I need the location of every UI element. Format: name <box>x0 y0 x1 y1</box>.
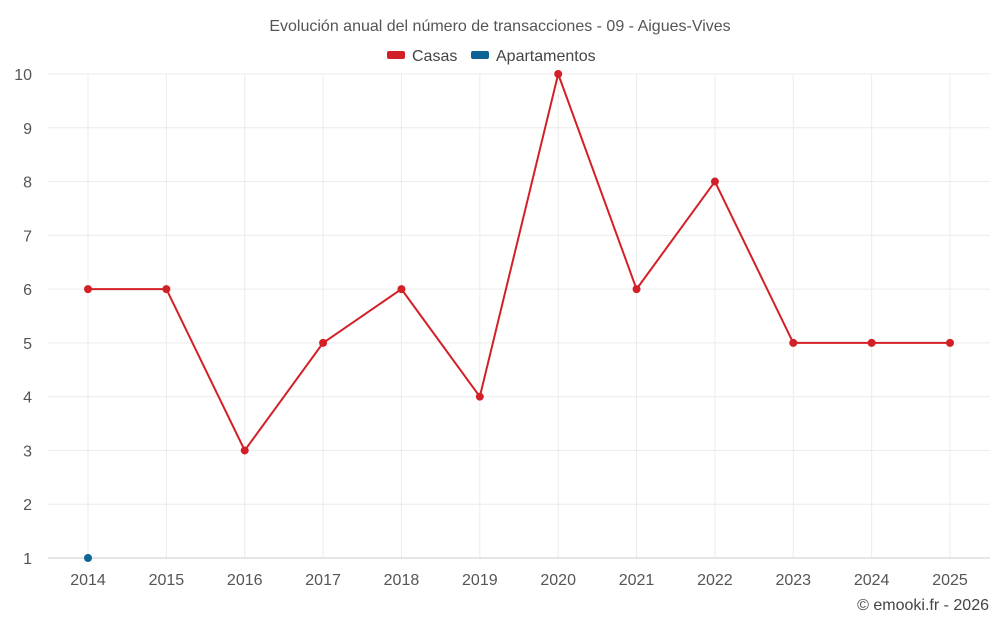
vertical-gridlines <box>87 74 951 558</box>
data-point-casas-2019[interactable] <box>475 392 484 401</box>
horizontal-gridlines <box>48 73 990 505</box>
x-tick-label-2021: 2021 <box>619 572 655 589</box>
x-tick-label-2023: 2023 <box>775 572 811 589</box>
y-tick-label-4: 4 <box>23 390 32 407</box>
y-axis-ticks: 1 2 3 4 5 6 7 8 9 10 <box>14 67 32 568</box>
x-tick-label-2015: 2015 <box>149 572 185 589</box>
legend: Casas Apartamentos <box>387 48 596 65</box>
data-point-casas-2023[interactable] <box>789 338 798 347</box>
y-tick-label-7: 7 <box>23 228 32 245</box>
y-tick-label-1: 1 <box>23 551 32 568</box>
legend-item-apartamentos[interactable]: Apartamentos <box>471 48 596 65</box>
series-layer <box>84 70 954 562</box>
y-tick-label-2: 2 <box>23 497 32 514</box>
data-point-casas-2025[interactable] <box>946 338 954 347</box>
data-point-casas-2014[interactable] <box>84 285 92 294</box>
credit-text: © emooki.fr - 2026 <box>857 597 989 614</box>
x-tick-label-2017: 2017 <box>305 572 341 589</box>
legend-item-casas[interactable]: Casas <box>387 48 457 65</box>
y-tick-label-6: 6 <box>23 282 32 299</box>
legend-swatch-apartamentos <box>471 51 489 59</box>
y-tick-label-5: 5 <box>23 336 32 353</box>
data-point-casas-2021[interactable] <box>632 285 641 294</box>
y-tick-label-8: 8 <box>23 175 32 192</box>
data-point-apartamentos-2014[interactable] <box>84 554 92 562</box>
y-tick-label-3: 3 <box>23 443 32 460</box>
x-tick-label-2025: 2025 <box>932 572 968 589</box>
x-tick-label-2016: 2016 <box>227 572 263 589</box>
data-point-casas-2017[interactable] <box>319 338 328 347</box>
data-point-casas-2018[interactable] <box>397 285 406 294</box>
y-tick-label-10: 10 <box>14 67 32 84</box>
x-axis-ticks: 2014 2015 2016 2017 2018 2019 2020 2021 2022 2023… <box>70 572 968 589</box>
x-tick-label-2018: 2018 <box>384 572 420 589</box>
x-tick-label-2019: 2019 <box>462 572 498 589</box>
legend-label-apartamentos: Apartamentos <box>496 48 596 65</box>
y-tick-label-9: 9 <box>23 121 32 138</box>
data-point-casas-2016[interactable] <box>240 446 249 455</box>
legend-swatch-casas <box>387 51 405 59</box>
x-tick-label-2024: 2024 <box>854 572 890 589</box>
series-line-casas <box>88 73 950 452</box>
data-point-casas-2020[interactable] <box>554 70 563 78</box>
data-point-casas-2022[interactable] <box>710 177 719 186</box>
data-point-casas-2024[interactable] <box>867 338 876 347</box>
x-tick-label-2020: 2020 <box>540 572 576 589</box>
x-tick-label-2014: 2014 <box>70 572 106 589</box>
x-tick-label-2022: 2022 <box>697 572 733 589</box>
legend-label-casas: Casas <box>412 48 457 65</box>
data-point-casas-2015[interactable] <box>162 285 171 294</box>
chart-title: Evolución anual del número de transaccio… <box>269 18 730 35</box>
